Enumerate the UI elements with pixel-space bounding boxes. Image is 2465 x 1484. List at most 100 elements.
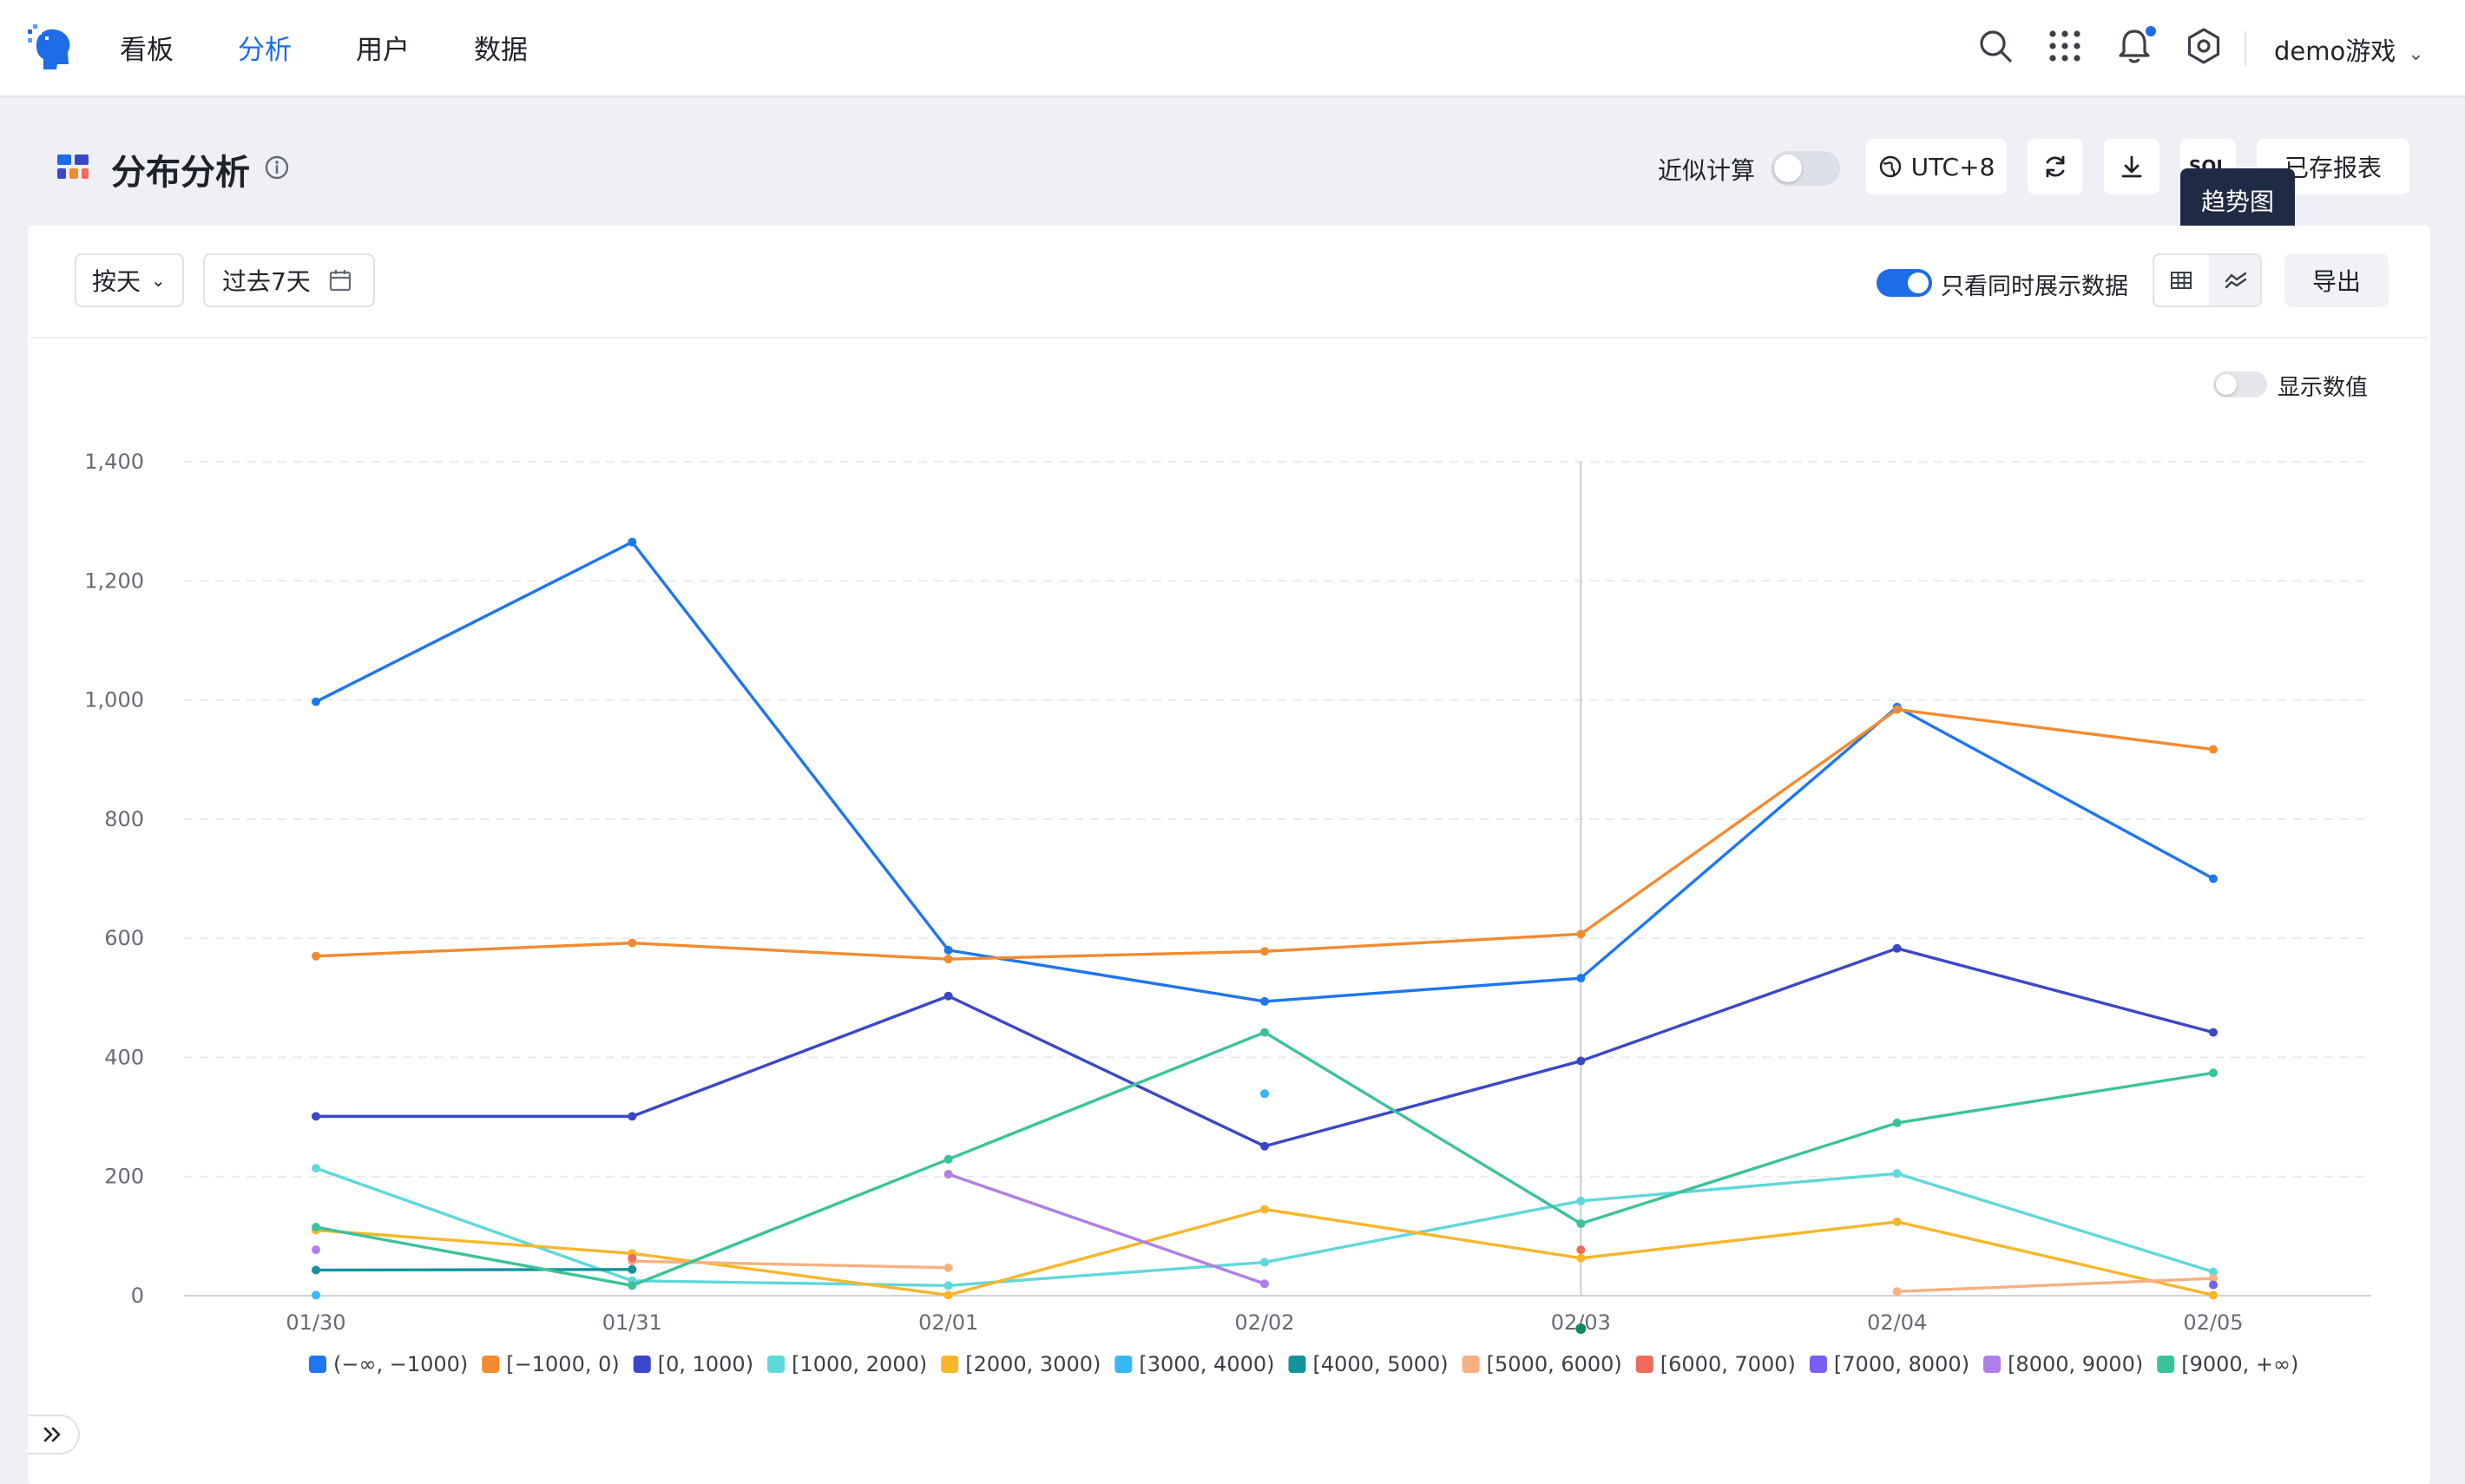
data-point	[2209, 1028, 2218, 1037]
apps-grid-icon[interactable]	[2045, 26, 2085, 66]
data-point	[2209, 745, 2218, 754]
data-point	[943, 1169, 953, 1179]
y-tick-label: 400	[104, 1045, 144, 1069]
refresh-icon	[2046, 155, 2065, 178]
data-point	[312, 1245, 320, 1255]
data-point	[312, 1164, 320, 1173]
x-tick-label: 02/01	[918, 1310, 978, 1335]
granularity-select[interactable]: 按天 ⌄	[75, 253, 184, 307]
legend-swatch	[1635, 1356, 1653, 1373]
data-point	[2209, 1290, 2218, 1300]
y-tick-label: 1,000	[84, 688, 144, 712]
data-point	[312, 951, 320, 961]
series-line	[315, 1030, 2214, 1288]
legend-label: [−1000, 0)	[506, 1352, 619, 1376]
legend-swatch	[1983, 1356, 2002, 1373]
export-button[interactable]: 导出	[2284, 253, 2389, 307]
distribution-analysis-icon	[57, 154, 89, 179]
trend-line-chart: 0 200 400 600 800 1,000 1,200 1,400 01/30 01/31 02…	[84, 450, 2371, 1376]
data-point	[1892, 1287, 1902, 1297]
nav-item-data[interactable]: 数据	[474, 35, 528, 66]
y-tick-label: 800	[104, 807, 144, 831]
gear-icon[interactable]	[2184, 26, 2224, 66]
data-point	[943, 1281, 953, 1290]
data-point	[1576, 1218, 1586, 1228]
data-point	[1576, 974, 1586, 983]
data-point	[2209, 1274, 2218, 1284]
legend-label: [1000, 2000)	[792, 1352, 927, 1376]
data-point	[1260, 1205, 1269, 1214]
data-point	[943, 1290, 953, 1300]
double-chevron-right-icon	[43, 1427, 61, 1442]
table-view-button[interactable]	[2154, 255, 2207, 305]
data-point	[943, 1154, 953, 1164]
nav-item-analysis[interactable]: 分析	[238, 35, 292, 66]
series-line	[1896, 1277, 2214, 1293]
y-tick-label: 200	[104, 1165, 144, 1189]
data-point	[1576, 1196, 1586, 1205]
data-point	[1260, 1028, 1269, 1037]
toolbar-divider	[31, 337, 2427, 338]
data-point	[1892, 1169, 1902, 1179]
refresh-button[interactable]	[2028, 139, 2083, 194]
x-tick-label: 01/31	[602, 1310, 662, 1335]
data-point	[1892, 705, 1902, 714]
download-button[interactable]	[2104, 139, 2159, 194]
data-point	[1260, 1141, 1269, 1151]
legend-swatch	[767, 1356, 786, 1373]
page-title: 分布分析	[111, 153, 250, 193]
x-tick-label: 02/02	[1234, 1310, 1294, 1335]
account-switcher[interactable]: demo游戏 ⌄	[2274, 31, 2424, 68]
trend-view-button[interactable]	[2209, 255, 2260, 305]
legend-label: [6000, 7000)	[1660, 1352, 1796, 1376]
data-point	[312, 697, 320, 706]
data-point	[1260, 996, 1269, 1006]
data-point	[628, 1112, 637, 1121]
data-point	[312, 1265, 320, 1275]
show-values-toggle[interactable]	[2213, 371, 2267, 397]
y-tick-label: 600	[104, 926, 144, 950]
expand-panel-button[interactable]	[28, 1415, 80, 1454]
legend-label: [8000, 9000)	[2008, 1352, 2143, 1376]
approx-calc-toggle[interactable]	[1771, 151, 1840, 186]
hover-axis-marker	[1575, 1323, 1587, 1334]
search-icon[interactable]	[1975, 26, 2015, 66]
data-point	[943, 1263, 953, 1272]
table-icon	[2170, 272, 2192, 289]
app-logo-icon[interactable]	[24, 21, 76, 73]
granularity-value: 按天	[92, 267, 141, 296]
series-line	[948, 1172, 1265, 1285]
timezone-button[interactable]: UTC+8	[1866, 139, 2007, 194]
export-label: 导出	[2311, 267, 2361, 296]
data-point	[2209, 1068, 2218, 1078]
y-tick-label: 1,200	[84, 568, 144, 593]
legend-label: [7000, 8000)	[1834, 1352, 1969, 1376]
nav-item-dashboard[interactable]: 看板	[120, 35, 174, 66]
date-range-picker[interactable]: 过去7天	[203, 253, 375, 307]
legend-label: [0, 1000)	[658, 1352, 753, 1376]
download-icon	[2121, 155, 2142, 178]
legend-swatch	[1288, 1356, 1306, 1373]
data-point	[1892, 943, 1902, 953]
series-line	[315, 540, 2214, 1003]
chevron-down-icon: ⌄	[2408, 43, 2424, 65]
timezone-label: UTC+8	[1910, 152, 1995, 181]
x-tick-label: 01/30	[286, 1310, 345, 1335]
legend-swatch	[633, 1356, 651, 1373]
analysis-card: 按天 ⌄ 过去7天 只看同时展示数据	[28, 226, 2430, 1484]
legend-swatch	[1809, 1356, 1827, 1373]
legend-label: [4000, 5000)	[1313, 1352, 1449, 1376]
data-point	[628, 938, 637, 948]
show-values-label: 显示数值	[2278, 375, 2369, 401]
info-icon[interactable]	[264, 154, 290, 181]
nav-item-users[interactable]: 用户	[356, 35, 410, 66]
bell-icon[interactable]	[2114, 26, 2154, 66]
trend-chart-tooltip: 趋势图	[2180, 168, 2295, 243]
only-concurrent-toggle[interactable]	[1877, 269, 1932, 297]
legend-label: [2000, 3000)	[965, 1352, 1101, 1376]
y-tick-label: 1,400	[84, 450, 144, 474]
data-point	[2209, 874, 2218, 883]
y-tick-label: 0	[131, 1284, 144, 1308]
trend-line-icon	[2225, 272, 2246, 289]
account-name: demo游戏	[2274, 36, 2396, 66]
